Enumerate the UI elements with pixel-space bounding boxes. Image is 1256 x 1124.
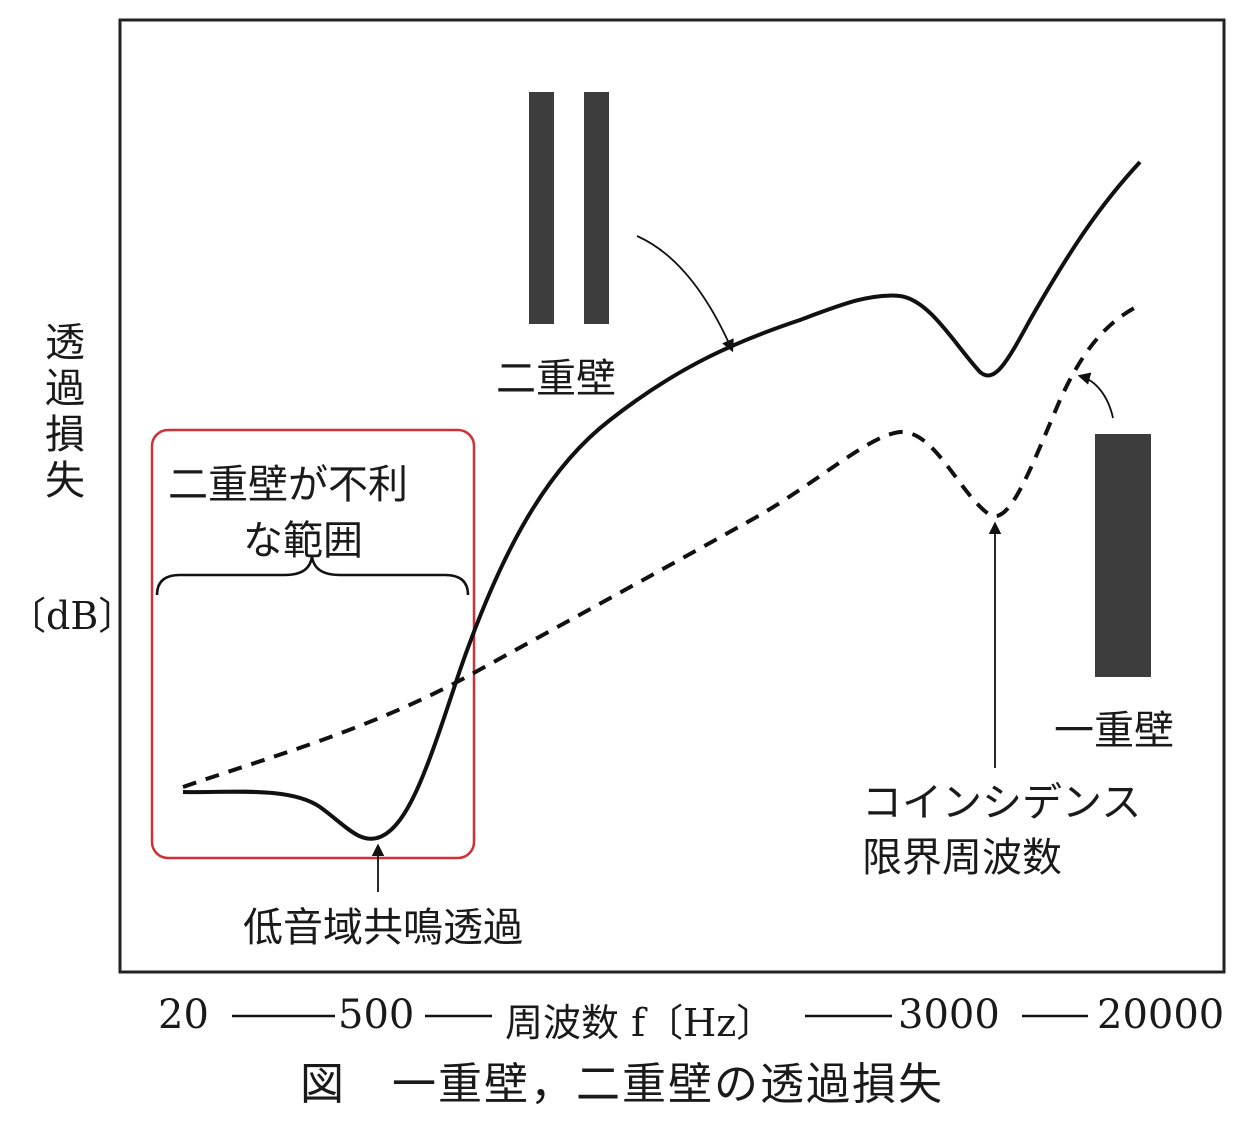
double-wall-curve <box>182 160 1142 841</box>
double-wall-bar-right <box>584 92 609 324</box>
y-axis-char: 過 <box>45 366 85 412</box>
range-brace <box>155 555 470 596</box>
x-tick-500: 500 <box>338 992 415 1038</box>
double-wall-arrow <box>636 235 734 353</box>
disadvantage-label-line2: な範囲 <box>243 518 363 564</box>
coincidence-label-line2: 限界周波数 <box>862 835 1062 881</box>
double-wall-bar-left <box>529 92 554 324</box>
double-wall-label: 二重壁 <box>496 356 616 402</box>
coincidence-label-line1: コインシデンス <box>862 780 1142 826</box>
y-axis-char: 損 <box>45 412 85 458</box>
single-wall-curve <box>182 303 1141 789</box>
single-wall-label: 一重壁 <box>1054 708 1174 754</box>
y-axis-char: 失 <box>45 458 85 504</box>
disadvantage-range-box <box>150 428 476 860</box>
disadvantage-label-line1: 二重壁が不利 <box>168 462 408 508</box>
single-wall-arrow <box>1077 372 1114 419</box>
single-wall-bar <box>1095 434 1151 677</box>
plot-frame <box>118 18 1226 974</box>
x-axis-label: 周波数 f〔Hz〕 <box>505 1001 775 1045</box>
x-tick-20: 20 <box>158 992 209 1038</box>
y-axis-label: 透 過 損 失 <box>40 320 90 504</box>
figure-caption: 図 一重壁，二重壁の透過損失 <box>300 1059 944 1110</box>
x-tick-3000: 3000 <box>898 992 1000 1038</box>
x-tick-20000: 20000 <box>1097 992 1225 1038</box>
y-axis-char: 透 <box>45 320 85 366</box>
low-resonance-label: 低音域共鳴透過 <box>243 905 523 951</box>
y-axis-unit: 〔dB〕 <box>8 594 137 638</box>
